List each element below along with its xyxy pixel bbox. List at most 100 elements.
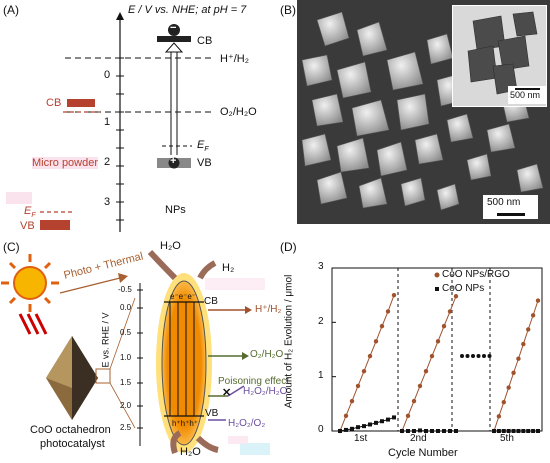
panel-c-diagram bbox=[1, 249, 270, 455]
data-point-rgo bbox=[361, 369, 367, 374]
data-point-nps bbox=[368, 422, 372, 427]
hole-symbol: + bbox=[170, 155, 177, 167]
h2o2-label: H₂O₂/H₂O bbox=[243, 386, 288, 397]
o-couple-label: O₂/H₂O bbox=[220, 106, 257, 118]
catalyst-label-1: CoO octahedron bbox=[30, 424, 111, 436]
break-dot bbox=[476, 354, 481, 359]
np-cb-label: CB bbox=[197, 35, 213, 47]
c-tick-3: 0.5 bbox=[120, 328, 132, 337]
data-point-nps bbox=[496, 429, 501, 433]
data-point-rgo bbox=[506, 385, 511, 390]
np-vb-label: VB bbox=[197, 157, 212, 169]
data-point-nps bbox=[531, 429, 536, 433]
main-scale-label: 500 nm bbox=[487, 197, 521, 208]
data-point-nps bbox=[344, 427, 348, 432]
data-point-rgo bbox=[441, 323, 447, 329]
data-point-nps bbox=[448, 429, 452, 433]
c-h-couple: H⁺/H₂ bbox=[255, 304, 282, 315]
h2o-bottom-label: H₂O bbox=[180, 446, 201, 458]
octahedron-icon bbox=[46, 336, 98, 420]
h2o-top-label: H₂O bbox=[160, 240, 181, 252]
tick-2: 2 bbox=[104, 156, 111, 168]
legend-marker-rgo bbox=[434, 272, 440, 278]
data-point-rgo bbox=[405, 413, 411, 418]
data-point-rgo bbox=[511, 370, 516, 376]
series-line bbox=[339, 294, 395, 432]
x-tick-1st: 1st bbox=[354, 433, 368, 444]
electrons-label: e⁻e⁻e⁻ bbox=[170, 292, 197, 301]
break-dot bbox=[460, 354, 464, 359]
data-point-nps bbox=[386, 417, 390, 422]
data-point-nps bbox=[356, 425, 360, 430]
h2o2-o2-label: H₂O₂/O₂ bbox=[228, 418, 266, 429]
data-point-nps bbox=[430, 429, 434, 433]
h2-evolution-chart bbox=[331, 267, 543, 434]
data-point-nps bbox=[521, 429, 526, 433]
data-point-nps bbox=[516, 429, 521, 433]
x-tick-2nd: 2nd bbox=[410, 433, 427, 444]
data-point-rgo bbox=[355, 383, 361, 389]
data-point-rgo bbox=[391, 292, 397, 298]
series-line bbox=[339, 416, 395, 432]
panel-b-label: (B) bbox=[280, 3, 296, 17]
micro-cb-label: CB bbox=[46, 97, 62, 109]
data-point-nps bbox=[380, 419, 384, 424]
d-x-axis-label: Cycle Number bbox=[388, 447, 458, 459]
data-point-rgo bbox=[516, 356, 521, 361]
tick-0: 0 bbox=[104, 69, 111, 81]
c-tick-1: -0.5 bbox=[118, 285, 132, 294]
series-line bbox=[401, 296, 457, 432]
data-point-nps bbox=[436, 429, 440, 433]
data-point-nps bbox=[350, 426, 354, 431]
data-point-nps bbox=[406, 429, 410, 433]
catalyst-label-2: photocatalyst bbox=[40, 438, 105, 450]
x-tick-5th: 5th bbox=[500, 433, 514, 444]
break-dot bbox=[465, 354, 470, 359]
panel-a-label: (A) bbox=[3, 3, 19, 17]
legend-rgo: CoO NPs/RGO bbox=[442, 269, 510, 280]
legend-marker-nps bbox=[435, 287, 439, 291]
potential-axis-label: E vs. RHE / V bbox=[100, 312, 111, 368]
panel-c-label: (C) bbox=[3, 240, 20, 254]
data-point-rgo bbox=[501, 400, 506, 405]
inset-scale-box bbox=[508, 86, 546, 104]
h-couple-label: H⁺/H₂ bbox=[220, 53, 250, 65]
data-point-nps bbox=[412, 429, 416, 433]
data-point-rgo bbox=[496, 414, 502, 419]
h2-label: H₂ bbox=[222, 262, 235, 274]
data-point-nps bbox=[506, 429, 511, 433]
micro-ef-label: EF bbox=[24, 205, 36, 220]
np-ef-label: EF bbox=[197, 139, 209, 154]
break-dot bbox=[487, 354, 492, 359]
data-point-rgo bbox=[453, 294, 459, 299]
data-point-nps bbox=[338, 429, 342, 433]
poisoning-label: Poisoning effect bbox=[218, 376, 289, 387]
y-tick-3: 3 bbox=[318, 261, 324, 272]
data-point-rgo bbox=[435, 339, 441, 344]
c-tick-2: 0.0 bbox=[120, 303, 132, 312]
data-point-nps bbox=[536, 429, 540, 433]
data-point-rgo bbox=[530, 313, 536, 318]
data-point-nps bbox=[392, 415, 396, 420]
panel-d-label: (D) bbox=[280, 240, 297, 254]
tick-1: 1 bbox=[104, 116, 111, 128]
series-line bbox=[493, 300, 539, 432]
data-point-rgo bbox=[379, 323, 385, 329]
d-y-axis-label: Amount of H₂ Evolution / μmol bbox=[283, 274, 295, 409]
c-vb-label: VB bbox=[205, 408, 219, 419]
inset-scale-label: 500 nm bbox=[510, 90, 541, 100]
data-point-rgo bbox=[429, 353, 435, 359]
cross-icon: ✕ bbox=[222, 387, 232, 399]
main-scale-bar-line bbox=[497, 213, 525, 216]
energy-axis-title: E / V vs. NHE; at pH = 7 bbox=[128, 4, 247, 16]
data-point-nps bbox=[424, 429, 428, 433]
tick-3: 3 bbox=[104, 196, 111, 208]
data-point-rgo bbox=[373, 339, 379, 344]
y-tick-2: 2 bbox=[318, 316, 324, 327]
data-point-rgo bbox=[411, 398, 417, 404]
data-point-rgo bbox=[417, 383, 423, 389]
plot-frame bbox=[331, 267, 543, 432]
break-dot bbox=[482, 354, 486, 359]
micro-powder-label: Micro powder bbox=[32, 157, 99, 169]
c-tick-5: 1.5 bbox=[120, 378, 132, 387]
